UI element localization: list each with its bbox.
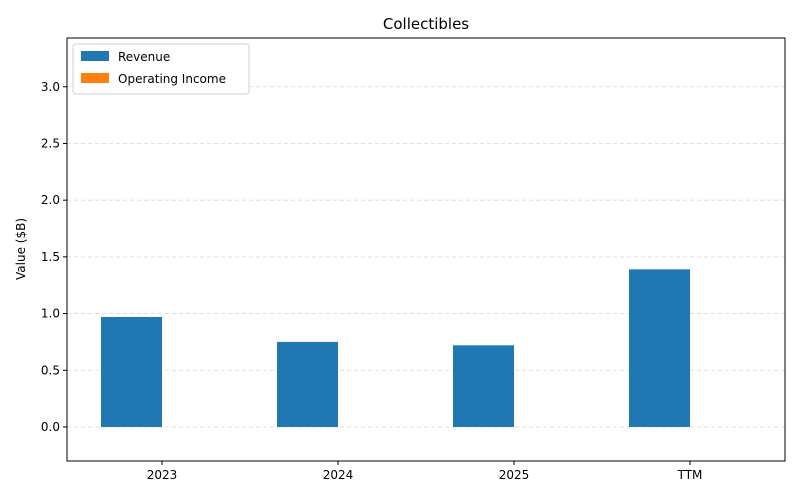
legend-label: Revenue	[118, 50, 170, 64]
y-tick-label: 1.0	[41, 307, 60, 321]
x-tick-label: 2025	[499, 468, 530, 482]
x-axis-ticks: 2023 2024 2025 TTM	[147, 461, 703, 482]
bar-revenue	[277, 341, 338, 427]
legend: Revenue Operating Income	[72, 43, 250, 95]
y-tick-label: 0.0	[41, 420, 60, 434]
y-tick-label: 1.5	[41, 250, 60, 264]
plot-frame	[66, 37, 786, 462]
y-tick-label: 2.5	[41, 136, 60, 150]
bars	[101, 269, 690, 427]
bar-revenue	[453, 345, 514, 427]
bar-revenue	[101, 316, 162, 427]
y-axis-label: Value ($B)	[14, 218, 28, 280]
y-tick-label: 0.5	[41, 363, 60, 377]
legend-label: Operating Income	[118, 72, 226, 86]
y-tick-label: 3.0	[41, 80, 60, 94]
chart-title: Collectibles	[383, 15, 469, 33]
y-tick-label: 2.0	[41, 193, 60, 207]
x-tick-label: 2024	[323, 468, 354, 482]
legend-box	[72, 43, 250, 95]
bar-revenue	[629, 269, 690, 427]
legend-swatch	[81, 73, 109, 83]
x-tick-label: TTM	[677, 468, 703, 482]
legend-swatch	[81, 51, 109, 61]
y-axis-ticks: 0.0 0.5 1.0 1.5 2.0 2.5 3.0	[41, 80, 67, 434]
x-tick-label: 2023	[147, 468, 178, 482]
